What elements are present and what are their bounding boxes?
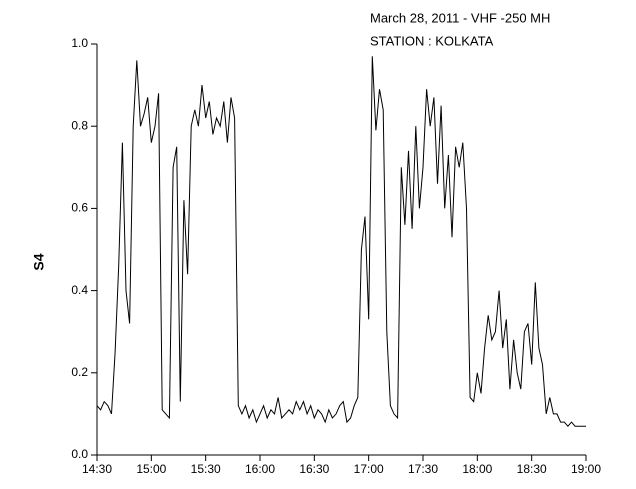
x-tick-label: 19:00	[571, 462, 601, 476]
data-line	[96, 56, 586, 427]
y-axis-label: S4	[31, 253, 47, 270]
x-tick-label: 14:30	[82, 462, 112, 476]
x-tick-label: 15:00	[136, 462, 166, 476]
x-tick-label: 16:00	[245, 462, 275, 476]
x-tick-label: 18:00	[462, 462, 492, 476]
x-tick-label: 17:30	[408, 462, 438, 476]
x-tick-label: 16:30	[299, 462, 329, 476]
y-tick-label: 0.2	[71, 365, 88, 379]
y-tick-label: 1.0	[71, 36, 88, 50]
x-tick-label: 17:00	[354, 462, 384, 476]
y-tick-label: 0.8	[71, 118, 88, 132]
chart-title: March 28, 2011 - VHF -250 MH	[370, 10, 550, 25]
y-tick-label: 0.0	[71, 447, 88, 461]
x-tick-label: 18:30	[517, 462, 547, 476]
chart-subtitle: STATION : KOLKATA	[370, 33, 494, 48]
y-tick-label: 0.6	[71, 201, 88, 215]
x-tick-label: 15:30	[191, 462, 221, 476]
y-tick-label: 0.4	[71, 283, 88, 297]
